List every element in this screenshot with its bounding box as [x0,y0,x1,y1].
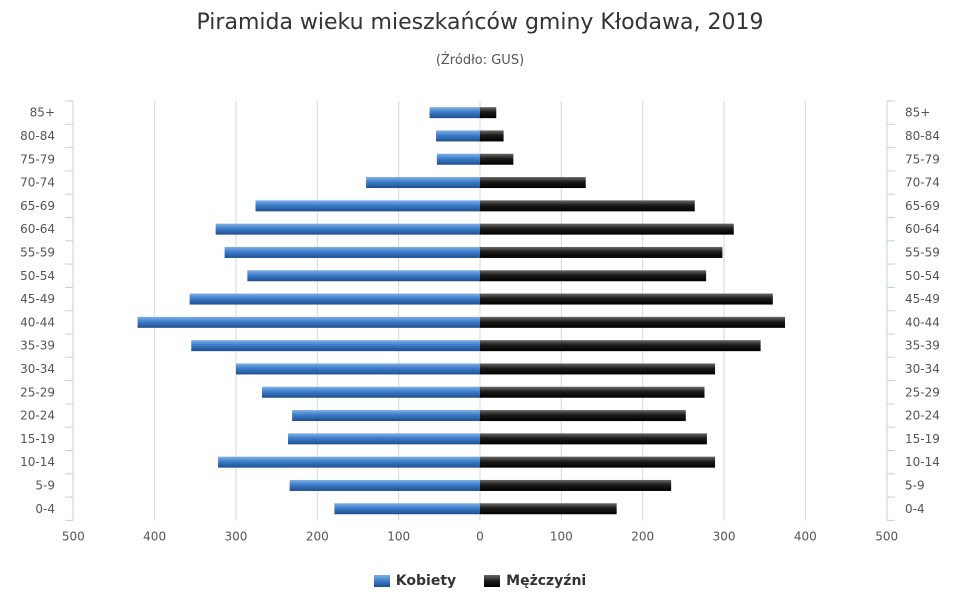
y-tick-label-right: 85+ [905,106,930,120]
legend: Kobiety Mężczyźni [0,573,960,589]
y-tick-label-right: 35-39 [905,339,940,353]
legend-swatch-mezczyzni [484,575,501,587]
axes [65,100,895,521]
y-tick-label-left: 30-34 [20,362,55,376]
y-tick-label-right: 10-14 [905,455,940,469]
y-tick-label-left: 40-44 [20,315,55,329]
x-tick-label: 0 [476,529,484,543]
y-tick-label-left: 25-29 [20,385,55,399]
y-tick-label-left: 85+ [30,106,55,120]
y-tick-label-left: 5-9 [35,478,55,492]
y-tick-label-right: 40-44 [905,315,940,329]
bar-kobiety [289,479,480,491]
y-tick-label-left: 50-54 [20,269,55,283]
bar-kobiety [191,340,481,352]
y-tick-label-right: 45-49 [905,292,940,306]
bar-mezczyzni [480,200,695,212]
y-tick-label-left: 0-4 [35,502,55,516]
x-tick-label: 300 [225,529,248,543]
bar-kobiety [429,107,480,119]
tick-labels: 500 400 300 200 100 0 100 200 300 400 500 85+ 85+ 80-… [20,106,940,544]
legend-item-kobiety[interactable]: Kobiety [373,573,457,589]
x-tick-label: 400 [794,529,817,543]
y-tick-label-right: 70-74 [905,176,940,190]
y-tick-label-left: 35-39 [20,339,55,353]
bar-kobiety [334,503,480,515]
bar-mezczyzni [480,479,672,491]
bar-mezczyzni [480,363,716,375]
bar-kobiety [189,293,480,305]
bar-mezczyzni [480,107,497,119]
bar-mezczyzni [480,410,686,422]
y-tick-label-right: 15-19 [905,432,940,446]
bar-mezczyzni [480,223,734,235]
grid-lines [154,101,806,521]
x-tick-label: 200 [631,529,654,543]
bar-kobiety [137,316,480,328]
y-tick-label-left: 15-19 [20,432,55,446]
bar-kobiety [366,177,480,189]
y-tick-label-right: 5-9 [905,478,925,492]
y-tick-label-left: 20-24 [20,409,55,423]
bar-kobiety [218,456,480,468]
y-tick-label-right: 80-84 [905,129,940,143]
bar-kobiety [215,223,480,235]
y-tick-label-left: 75-79 [20,152,55,166]
y-tick-label-left: 55-59 [20,245,55,259]
y-tick-label-right: 65-69 [905,199,940,213]
y-tick-label-right: 55-59 [905,245,940,259]
legend-label-kobiety: Kobiety [395,573,457,589]
y-tick-label-right: 0-4 [905,502,925,516]
bar-kobiety [247,270,480,282]
y-tick-label-left: 70-74 [20,176,55,190]
y-tick-label-left: 45-49 [20,292,55,306]
x-tick-label: 100 [387,529,410,543]
chart-subtitle: (Źródło: GUS) [435,53,525,68]
x-tick-label: 500 [875,529,898,543]
y-tick-label-left: 10-14 [20,455,55,469]
x-tick-label: 200 [306,529,329,543]
y-tick-label-left: 60-64 [20,222,55,236]
bar-mezczyzni [480,153,514,165]
bar-mezczyzni [480,270,707,282]
y-tick-label-right: 60-64 [905,222,940,236]
chart-title: Piramida wieku mieszkańców gminy Kłodawa… [196,10,764,35]
bar-kobiety [235,363,480,375]
legend-item-mezczyzni[interactable]: Mężczyźni [484,573,586,589]
bar-kobiety [262,386,480,398]
bar-mezczyzni [480,456,716,468]
bar-mezczyzni [480,386,705,398]
y-tick-label-right: 25-29 [905,385,940,399]
y-tick-label-left: 80-84 [20,129,55,143]
y-tick-label-right: 20-24 [905,409,940,423]
bar-kobiety [255,200,480,212]
x-tick-label: 300 [713,529,736,543]
bar-kobiety [224,246,480,258]
legend-label-mezczyzni: Mężczyźni [506,573,587,589]
bar-mezczyzni [480,340,761,352]
bar-mezczyzni [480,293,773,305]
bar-kobiety [288,433,480,445]
bar-kobiety [436,130,480,142]
bar-mezczyzni [480,177,586,189]
bars [137,107,786,515]
y-tick-label-right: 50-54 [905,269,940,283]
x-tick-label: 500 [62,529,85,543]
legend-swatch-kobiety [373,575,390,587]
y-tick-label-right: 75-79 [905,152,940,166]
bar-mezczyzni [480,316,786,328]
bar-mezczyzni [480,433,707,445]
x-tick-label: 100 [550,529,573,543]
y-tick-label-left: 65-69 [20,199,55,213]
bar-mezczyzni [480,130,504,142]
x-tick-label: 400 [143,529,166,543]
y-tick-label-right: 30-34 [905,362,940,376]
bar-mezczyzni [480,503,617,515]
bar-mezczyzni [480,246,723,258]
bar-kobiety [292,410,480,422]
bar-kobiety [436,153,480,165]
